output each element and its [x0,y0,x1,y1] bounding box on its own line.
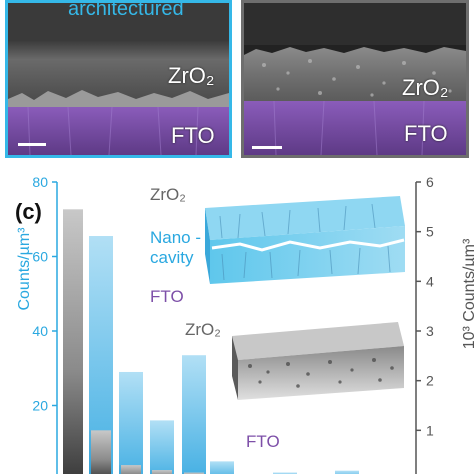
fto-label-left: FTO [171,123,215,148]
panel-c: 0 20 40 60 80 0 1 2 3 4 5 6 [0,160,474,474]
sem-image-reference: ZrO₂ FTO [241,0,469,158]
right-axis-tick-label: 2 [426,373,434,389]
render-top-zro2-label: ZrO₂ [150,185,186,204]
bar-gray-0 [63,209,83,474]
bar-cyan-3 [182,355,206,474]
sem-cross-section-right [244,3,466,155]
bar-gray-overlay-3 [152,470,172,474]
left-axis-tick-label: 80 [32,174,48,190]
bar-gray-overlay-2 [121,465,141,474]
render-bottom-zro2-label: ZrO₂ [185,320,221,339]
right-axis-tick-label: 3 [426,323,434,339]
count-density-chart: 0 20 40 60 80 0 1 2 3 4 5 6 [32,174,434,474]
right-axis-tick-label: 0 [426,472,434,474]
sem-caption-architectured: architectured [68,0,184,20]
render-top-nano-label: Nano - [150,228,202,247]
left-axis-tick-label: 40 [32,323,48,339]
left-axis-tick-label: 20 [32,398,48,414]
left-axis-label: Counts/µm³ [16,227,33,311]
bar-cyan-2 [150,420,174,474]
left-axis-tick-label: 0 [40,472,48,474]
scale-bar-right [252,146,282,149]
bar-cyan-5 [273,472,297,474]
right-axis-tick-label: 4 [426,273,434,289]
zro2-label-right: ZrO₂ [402,75,449,100]
sem-cross-section-left [8,3,229,155]
right-axis-tick-label: 5 [426,224,434,240]
bar-cyan-4 [210,461,234,474]
sem-image-architectured: architectured ZrO₂ FTO [5,0,232,158]
bar-cyan-1 [119,371,143,474]
render-bottom-fto-label: FTO [246,432,280,451]
render-3d-reference [232,322,404,400]
render-3d-architectured [205,196,405,284]
bar-gray-overlay-1 [91,430,111,474]
bar-cyan-6 [335,470,359,474]
panel-c-label: (c) [15,199,42,224]
right-axis-tick-label: 1 [426,422,434,438]
right-axis-tick-label: 6 [426,174,434,190]
scale-bar-left [18,143,46,146]
render-top-cavity-label: cavity [150,248,194,267]
zro2-label-left: ZrO₂ [168,63,215,88]
bar-gray-overlay-4 [184,472,204,474]
right-axis-label: 10³ Counts/µm³ [461,238,474,350]
fto-label-right: FTO [404,121,448,146]
render-top-fto-label: FTO [150,287,184,306]
left-axis-tick-label: 60 [32,249,48,265]
